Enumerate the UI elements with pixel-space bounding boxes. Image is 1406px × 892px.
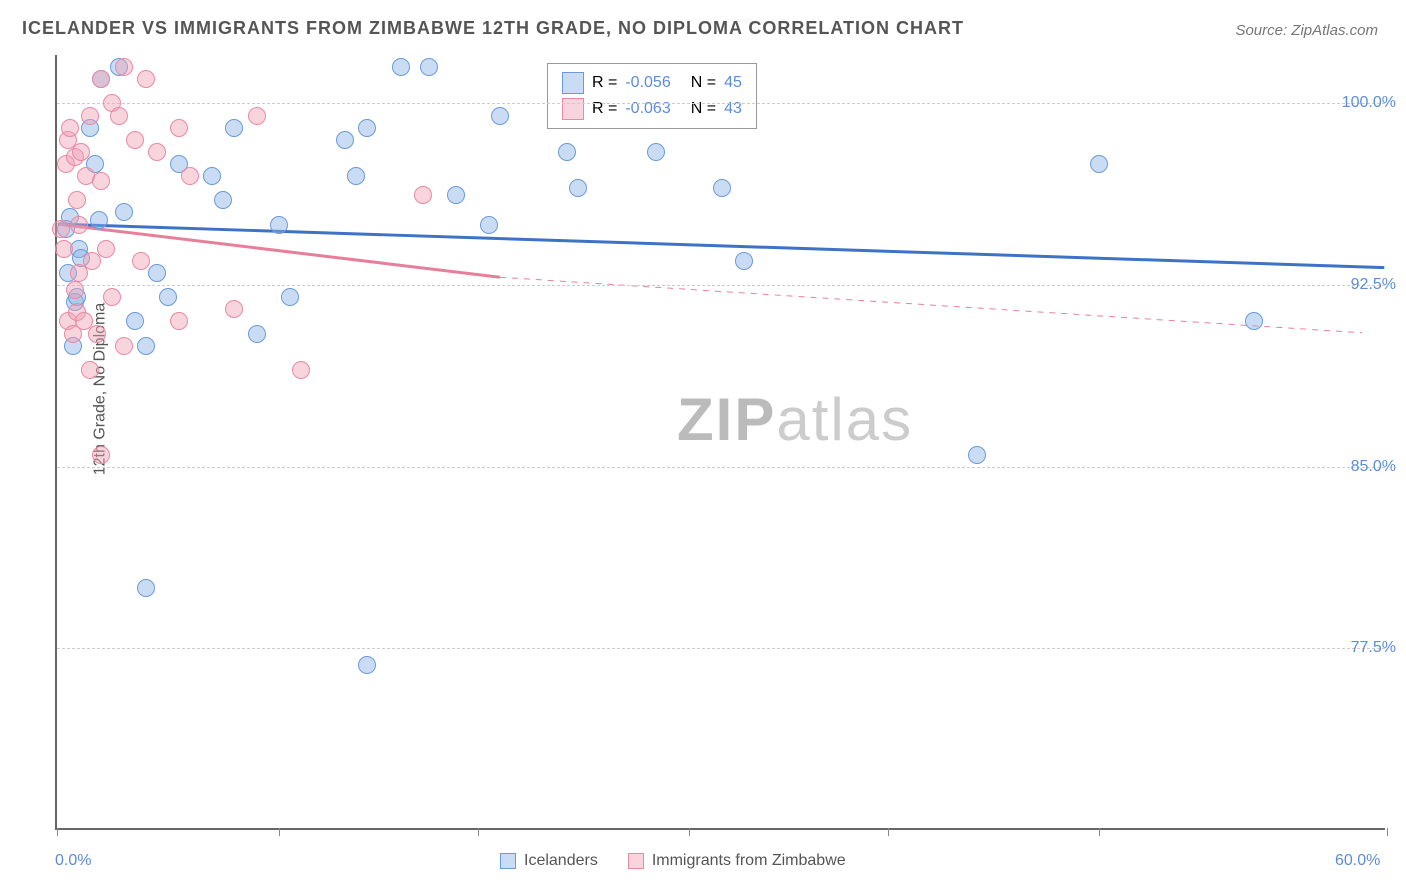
scatter-point (137, 70, 155, 88)
scatter-point (97, 240, 115, 258)
plot-area: ZIPatlas R = -0.056 N = 45 R = -0.063N = 4… (55, 55, 1385, 830)
legend-label: Icelanders (524, 852, 598, 870)
scatter-point (248, 107, 266, 125)
scatter-point (347, 167, 365, 185)
scatter-point (115, 58, 133, 76)
xtick (689, 828, 690, 836)
scatter-point (491, 107, 509, 125)
scatter-point (1245, 312, 1263, 330)
scatter-point (148, 143, 166, 161)
scatter-point (968, 446, 986, 464)
scatter-point (126, 312, 144, 330)
scatter-point (126, 131, 144, 149)
xtick (888, 828, 889, 836)
legend-label: Immigrants from Zimbabwe (652, 852, 846, 870)
scatter-point (92, 446, 110, 464)
legend-n-label: N = (691, 74, 716, 92)
scatter-point (203, 167, 221, 185)
legend-stat-row: R = -0.056 N = 45 (562, 70, 742, 96)
xtick (1099, 828, 1100, 836)
scatter-point (92, 70, 110, 88)
legend-r-label: R = (592, 74, 617, 92)
scatter-point (270, 216, 288, 234)
gridline-h (57, 103, 1385, 104)
scatter-point (336, 131, 354, 149)
scatter-point (110, 107, 128, 125)
legend-item: Immigrants from Zimbabwe (628, 852, 846, 870)
ytick-label: 100.0% (1342, 94, 1396, 112)
scatter-point (81, 361, 99, 379)
scatter-point (132, 252, 150, 270)
scatter-point (52, 220, 70, 238)
scatter-point (358, 656, 376, 674)
gridline-h (57, 285, 1385, 286)
scatter-point (392, 58, 410, 76)
scatter-point (292, 361, 310, 379)
legend-swatch (628, 853, 644, 869)
scatter-point (170, 119, 188, 137)
legend-bottom: Icelanders Immigrants from Zimbabwe (500, 852, 846, 870)
legend-swatch (500, 853, 516, 869)
scatter-point (115, 203, 133, 221)
gridline-h (57, 648, 1385, 649)
legend-n-value: 45 (724, 74, 742, 92)
scatter-point (72, 143, 90, 161)
scatter-point (1090, 155, 1108, 173)
scatter-point (214, 191, 232, 209)
scatter-point (88, 325, 106, 343)
scatter-point (159, 288, 177, 306)
scatter-point (90, 211, 108, 229)
watermark: ZIPatlas (677, 385, 913, 454)
xtick-label: 60.0% (1335, 852, 1380, 870)
scatter-point (55, 240, 73, 258)
scatter-point (61, 119, 79, 137)
scatter-point (70, 216, 88, 234)
scatter-point (66, 281, 84, 299)
xtick (1387, 828, 1388, 836)
ytick-label: 77.5% (1351, 639, 1396, 657)
scatter-point (137, 579, 155, 597)
ytick-label: 92.5% (1351, 276, 1396, 294)
legend-swatch (562, 98, 584, 120)
legend-r-value: -0.056 (625, 74, 670, 92)
scatter-point (558, 143, 576, 161)
scatter-point (248, 325, 266, 343)
scatter-point (647, 143, 665, 161)
legend-stat-row: R = -0.063N = 43 (562, 96, 742, 122)
ytick-label: 85.0% (1351, 458, 1396, 476)
scatter-point (735, 252, 753, 270)
legend-item: Icelanders (500, 852, 598, 870)
scatter-point (713, 179, 731, 197)
chart-title: ICELANDER VS IMMIGRANTS FROM ZIMBABWE 12… (22, 18, 964, 39)
scatter-point (480, 216, 498, 234)
scatter-point (414, 186, 432, 204)
scatter-point (569, 179, 587, 197)
xtick (57, 828, 58, 836)
scatter-point (420, 58, 438, 76)
scatter-point (447, 186, 465, 204)
scatter-point (137, 337, 155, 355)
scatter-point (81, 107, 99, 125)
scatter-point (148, 264, 166, 282)
xtick (478, 828, 479, 836)
scatter-point (92, 172, 110, 190)
watermark-bold: ZIP (677, 386, 776, 453)
legend-swatch (562, 72, 584, 94)
xtick-label: 0.0% (55, 852, 91, 870)
xtick (279, 828, 280, 836)
scatter-point (181, 167, 199, 185)
gridline-h (57, 467, 1385, 468)
scatter-point (170, 312, 188, 330)
scatter-point (225, 300, 243, 318)
scatter-point (115, 337, 133, 355)
scatter-point (68, 191, 86, 209)
scatter-point (103, 288, 121, 306)
scatter-point (225, 119, 243, 137)
scatter-point (281, 288, 299, 306)
watermark-light: atlas (776, 386, 913, 453)
legend-stats: R = -0.056 N = 45 R = -0.063N = 43 (547, 63, 757, 129)
chart-source: Source: ZipAtlas.com (1235, 22, 1378, 39)
scatter-point (358, 119, 376, 137)
